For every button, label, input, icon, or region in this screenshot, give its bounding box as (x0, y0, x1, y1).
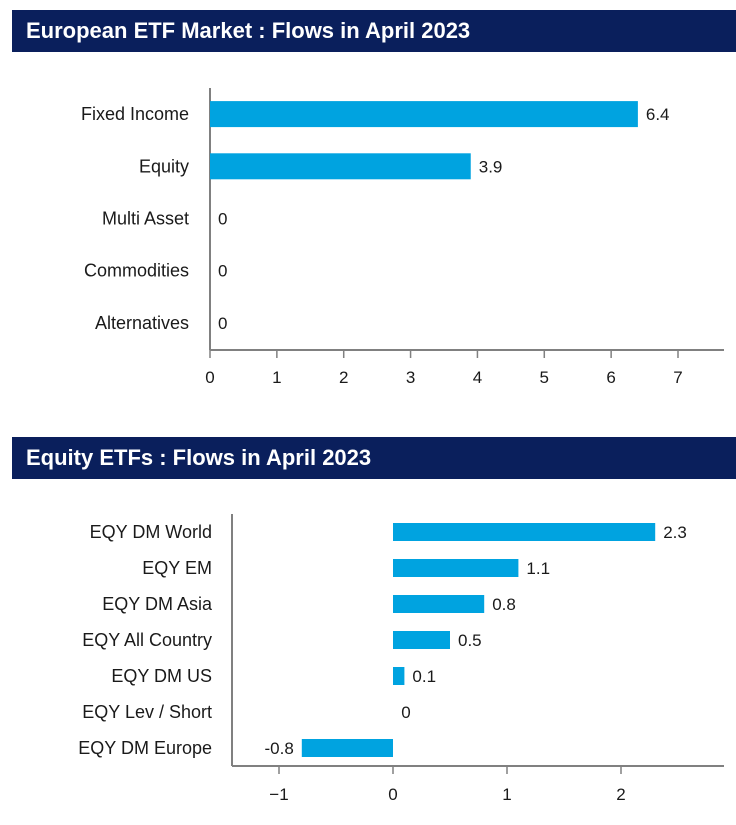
data-label: 1.1 (526, 559, 550, 578)
x-tick-label: 1 (502, 785, 511, 804)
data-label: 0 (218, 314, 227, 333)
category-label: EQY All Country (82, 630, 212, 650)
category-label: EQY DM US (111, 666, 212, 686)
bar (393, 667, 405, 685)
x-tick-label: 0 (388, 785, 397, 804)
category-label: EQY EM (142, 558, 212, 578)
x-tick-label: 6 (606, 368, 615, 387)
category-label: EQY Lev / Short (82, 702, 212, 722)
category-label: Commodities (84, 261, 189, 281)
data-label: -0.8 (265, 739, 294, 758)
bar (393, 559, 519, 577)
x-tick-label: 3 (406, 368, 415, 387)
x-tick-label: 2 (339, 368, 348, 387)
category-label: Multi Asset (102, 209, 189, 229)
data-label: 0.8 (492, 595, 516, 614)
x-tick-label: 0 (205, 368, 214, 387)
data-label: 0.5 (458, 631, 482, 650)
data-label: 2.3 (663, 523, 687, 542)
category-label: EQY DM Europe (78, 738, 212, 758)
x-tick-label: 5 (540, 368, 549, 387)
data-label: 0.1 (412, 667, 436, 686)
data-label: 6.4 (646, 105, 670, 124)
chart-1-title: European ETF Market : Flows in April 202… (12, 10, 736, 52)
data-label: 3.9 (479, 157, 503, 176)
category-label: Equity (139, 156, 189, 176)
category-label: EQY DM World (90, 522, 212, 542)
x-tick-label: 1 (272, 368, 281, 387)
data-label: 0 (218, 262, 227, 281)
x-tick-label: 2 (616, 785, 625, 804)
bar (393, 595, 485, 613)
x-tick-label: 7 (673, 368, 682, 387)
category-label: Fixed Income (81, 104, 189, 124)
chart-2-plot: EQY DM World 2.3 EQY EM 1.1 EQY DM Asia 0.8 EQ… (78, 514, 724, 804)
bar (393, 631, 450, 649)
bar (210, 101, 638, 128)
bar (393, 523, 656, 541)
chart-2-title: Equity ETFs : Flows in April 2023 (12, 437, 736, 479)
category-label: EQY DM Asia (102, 594, 213, 614)
bar (301, 739, 393, 757)
chart-1-plot: Fixed Income 6.4 Equity 3.9 Multi Asset 0 Comm… (81, 88, 724, 387)
bar (210, 153, 471, 180)
category-label: Alternatives (95, 313, 189, 333)
x-tick-label: 4 (473, 368, 482, 387)
data-label: 0 (401, 703, 410, 722)
data-label: 0 (218, 210, 227, 229)
x-tick-label: −1 (269, 785, 288, 804)
